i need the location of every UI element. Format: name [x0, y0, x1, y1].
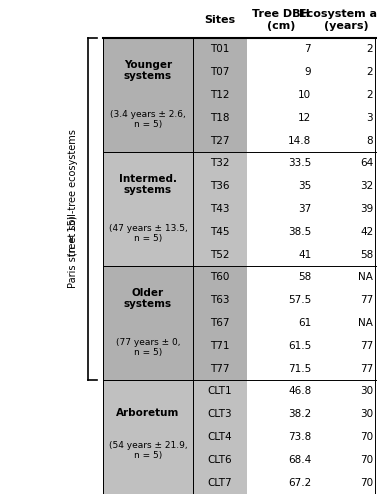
Text: 30: 30: [360, 409, 373, 419]
Text: 70: 70: [360, 432, 373, 442]
Text: Arboretum: Arboretum: [116, 408, 180, 417]
Text: 30: 30: [360, 386, 373, 396]
Text: 58: 58: [360, 249, 373, 260]
Text: Sites: Sites: [204, 15, 236, 25]
Text: T12: T12: [210, 90, 230, 100]
Text: CLT1: CLT1: [208, 386, 232, 396]
Text: NA: NA: [359, 318, 373, 328]
Text: 33.5: 33.5: [288, 159, 311, 168]
Text: Tree DBH
(cm): Tree DBH (cm): [252, 9, 310, 31]
Text: T45: T45: [210, 227, 230, 237]
Text: NA: NA: [359, 272, 373, 283]
Text: 8: 8: [366, 135, 373, 146]
Text: 37: 37: [298, 204, 311, 214]
Text: T01: T01: [210, 44, 230, 54]
Text: 46.8: 46.8: [288, 386, 311, 396]
Text: (54 years ± 21.9,
n = 5): (54 years ± 21.9, n = 5): [109, 441, 187, 460]
Text: 2: 2: [366, 44, 373, 54]
Text: (n = 15): (n = 15): [68, 216, 78, 256]
Text: 2: 2: [366, 90, 373, 100]
Text: 68.4: 68.4: [288, 455, 311, 465]
Text: T43: T43: [210, 204, 230, 214]
Text: 77: 77: [360, 341, 373, 351]
Text: T27: T27: [210, 135, 230, 146]
Text: 14.8: 14.8: [288, 135, 311, 146]
Text: 71.5: 71.5: [288, 364, 311, 373]
Text: 7: 7: [305, 44, 311, 54]
Text: T60: T60: [210, 272, 230, 283]
Text: T71: T71: [210, 341, 230, 351]
Text: CLT4: CLT4: [208, 432, 232, 442]
Text: 12: 12: [298, 113, 311, 123]
Text: 73.8: 73.8: [288, 432, 311, 442]
Text: 32: 32: [360, 181, 373, 191]
Text: (47 years ± 13.5,
n = 5): (47 years ± 13.5, n = 5): [109, 224, 187, 243]
Text: Intermed.
systems: Intermed. systems: [119, 174, 177, 196]
Text: T63: T63: [210, 295, 230, 305]
Text: 77: 77: [360, 364, 373, 373]
Text: CLT3: CLT3: [208, 409, 232, 419]
Text: 39: 39: [360, 204, 373, 214]
Text: 10: 10: [298, 90, 311, 100]
Text: 70: 70: [360, 455, 373, 465]
Text: 38.5: 38.5: [288, 227, 311, 237]
Text: T32: T32: [210, 159, 230, 168]
Text: CLT7: CLT7: [208, 478, 232, 488]
Text: 42: 42: [360, 227, 373, 237]
Text: 35: 35: [298, 181, 311, 191]
Text: 77: 77: [360, 295, 373, 305]
Text: 9: 9: [305, 67, 311, 77]
Text: 64: 64: [360, 159, 373, 168]
Text: 38.2: 38.2: [288, 409, 311, 419]
Text: 67.2: 67.2: [288, 478, 311, 488]
Text: 2: 2: [366, 67, 373, 77]
Text: Ecosystem age
(years): Ecosystem age (years): [299, 9, 377, 31]
Text: 61.5: 61.5: [288, 341, 311, 351]
Text: T67: T67: [210, 318, 230, 328]
Text: Older
systems: Older systems: [124, 288, 172, 309]
Text: T07: T07: [210, 67, 230, 77]
Text: 57.5: 57.5: [288, 295, 311, 305]
Text: 3: 3: [366, 113, 373, 123]
Text: 58: 58: [298, 272, 311, 283]
Text: 41: 41: [298, 249, 311, 260]
Text: T77: T77: [210, 364, 230, 373]
Text: (77 years ± 0,
n = 5): (77 years ± 0, n = 5): [116, 338, 180, 357]
Text: Paris street soil-tree ecosystems: Paris street soil-tree ecosystems: [68, 129, 78, 288]
Text: T52: T52: [210, 249, 230, 260]
Text: T18: T18: [210, 113, 230, 123]
Text: (3.4 years ± 2.6,
n = 5): (3.4 years ± 2.6, n = 5): [110, 110, 186, 129]
Text: CLT6: CLT6: [208, 455, 232, 465]
Text: 70: 70: [360, 478, 373, 488]
Text: T36: T36: [210, 181, 230, 191]
Text: 61: 61: [298, 318, 311, 328]
Text: Younger
systems: Younger systems: [124, 60, 172, 82]
